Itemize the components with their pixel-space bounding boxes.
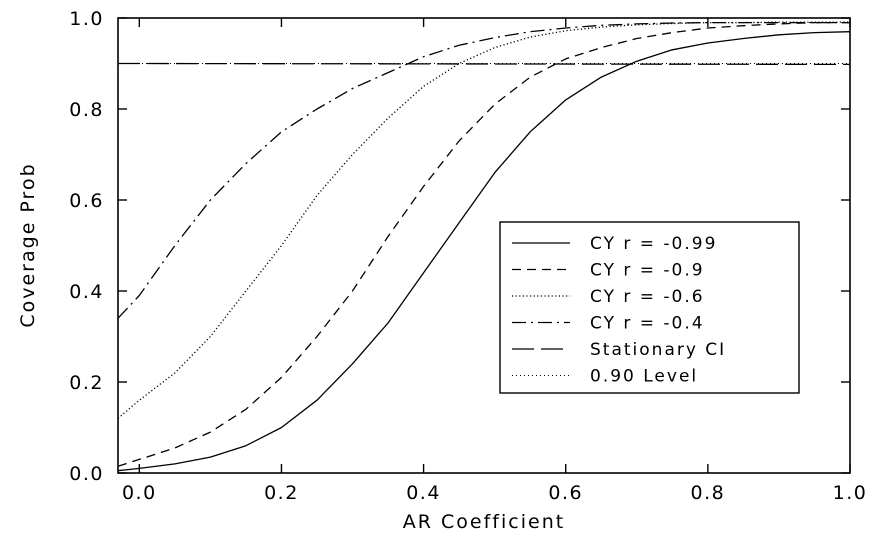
legend-item: CY r = -0.6 [512, 287, 705, 307]
y-tick-label: 0.0 [69, 463, 104, 485]
x-tick: 0.8 [691, 18, 726, 504]
y-axis-ticks: 0.0 0.2 0.4 0.6 0.8 1.0 [69, 8, 850, 485]
legend-label: 0.90 Level [590, 367, 698, 387]
y-tick: 0.6 [69, 190, 850, 212]
x-tick-label: 0.6 [548, 482, 583, 504]
legend-label: CY r = -0.6 [590, 287, 705, 307]
x-tick: 0.4 [406, 18, 441, 504]
x-tick-label: 1.0 [833, 482, 868, 504]
legend-box [499, 221, 800, 394]
series-layer [117, 21, 851, 472]
y-tick: 0.2 [69, 372, 850, 394]
legend-items: CY r = -0.99 CY r = -0.9 CY r = -0.6 CY r =… [512, 234, 726, 387]
y-tick-label: 0.4 [69, 281, 104, 303]
series-line [117, 62, 851, 66]
legend-label: CY r = -0.4 [590, 314, 705, 334]
x-tick-label: 0.8 [691, 482, 726, 504]
legend-item: Stationary CI [512, 340, 726, 360]
y-tick: 0.8 [69, 99, 850, 121]
x-tick: 0.6 [548, 18, 583, 504]
series-line [117, 21, 850, 319]
legend-item: CY r = -0.4 [512, 314, 705, 334]
y-tick-label: 0.8 [69, 99, 104, 121]
x-tick: 0.0 [122, 18, 157, 504]
legend-item: 0.90 Level [512, 367, 698, 387]
y-axis-title: Coverage Prob [17, 162, 39, 327]
x-tick-label: 0.2 [264, 482, 299, 504]
x-tick-label: 0.4 [406, 482, 441, 504]
y-tick-label: 1.0 [69, 8, 104, 30]
y-tick-label: 0.2 [69, 372, 104, 394]
x-axis-ticks: 0.0 0.2 0.4 0.6 0.8 1.0 [122, 18, 868, 504]
y-tick: 0.4 [69, 281, 850, 303]
series-line [117, 21, 850, 467]
plot-frame [117, 17, 851, 474]
legend-label: CY r = -0.99 [590, 234, 717, 254]
legend: CY r = -0.99 CY r = -0.9 CY r = -0.6 CY r =… [499, 221, 800, 394]
legend-item: CY r = -0.99 [512, 234, 717, 254]
x-tick-label: 0.0 [122, 482, 157, 504]
x-axis-title: AR Coefficient [403, 511, 565, 533]
legend-label: Stationary CI [590, 340, 726, 360]
x-tick: 0.2 [264, 18, 299, 504]
y-tick: 0.0 [69, 463, 850, 485]
series-line [117, 31, 851, 472]
legend-item: CY r = -0.9 [512, 261, 705, 281]
y-tick-label: 0.6 [69, 190, 104, 212]
y-tick: 1.0 [69, 8, 850, 30]
legend-label: CY r = -0.9 [590, 261, 705, 281]
